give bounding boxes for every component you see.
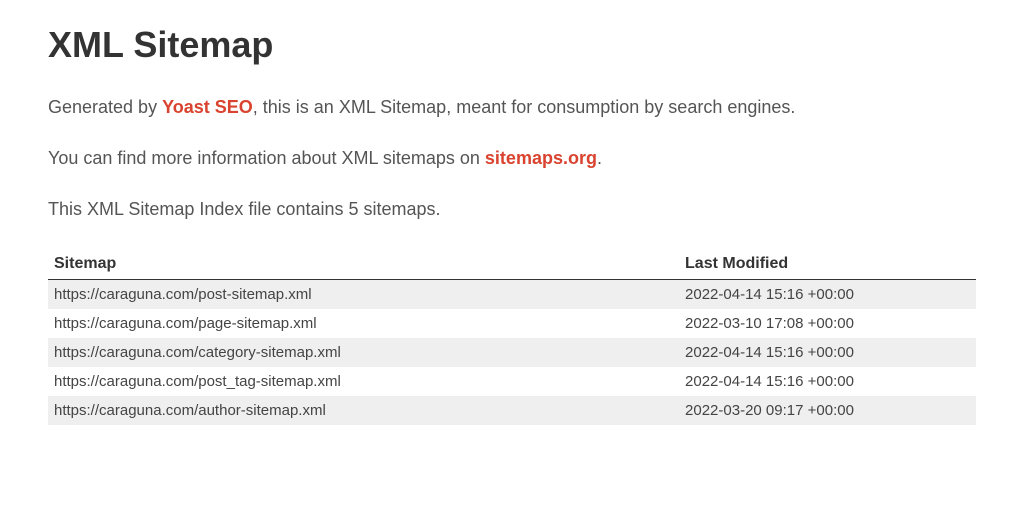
table-row: https://caraguna.com/author-sitemap.xml2… bbox=[48, 396, 976, 425]
last-modified: 2022-04-14 15:16 +00:00 bbox=[679, 338, 976, 367]
page-title: XML Sitemap bbox=[48, 24, 976, 66]
intro2-prefix: You can find more information about XML … bbox=[48, 148, 485, 168]
last-modified: 2022-03-20 09:17 +00:00 bbox=[679, 396, 976, 425]
sitemap-url[interactable]: https://caraguna.com/page-sitemap.xml bbox=[48, 309, 679, 338]
intro-paragraph-1: Generated by Yoast SEO, this is an XML S… bbox=[48, 94, 976, 121]
sitemap-table: Sitemap Last Modified https://caraguna.c… bbox=[48, 247, 976, 425]
table-row: https://caraguna.com/post-sitemap.xml202… bbox=[48, 280, 976, 310]
sitemap-url[interactable]: https://caraguna.com/author-sitemap.xml bbox=[48, 396, 679, 425]
sitemap-url[interactable]: https://caraguna.com/post_tag-sitemap.xm… bbox=[48, 367, 679, 396]
table-header-row: Sitemap Last Modified bbox=[48, 247, 976, 280]
last-modified: 2022-04-14 15:16 +00:00 bbox=[679, 367, 976, 396]
sitemap-url[interactable]: https://caraguna.com/category-sitemap.xm… bbox=[48, 338, 679, 367]
sitemap-url[interactable]: https://caraguna.com/post-sitemap.xml bbox=[48, 280, 679, 310]
table-row: https://caraguna.com/page-sitemap.xml202… bbox=[48, 309, 976, 338]
sitemaps-org-link[interactable]: sitemaps.org bbox=[485, 148, 597, 168]
intro2-suffix: . bbox=[597, 148, 602, 168]
table-row: https://caraguna.com/post_tag-sitemap.xm… bbox=[48, 367, 976, 396]
intro1-suffix: , this is an XML Sitemap, meant for cons… bbox=[253, 97, 796, 117]
column-header-last-modified: Last Modified bbox=[679, 247, 976, 280]
last-modified: 2022-03-10 17:08 +00:00 bbox=[679, 309, 976, 338]
yoast-seo-link[interactable]: Yoast SEO bbox=[162, 97, 253, 117]
intro-paragraph-2: You can find more information about XML … bbox=[48, 145, 976, 172]
intro-paragraph-3: This XML Sitemap Index file contains 5 s… bbox=[48, 196, 976, 223]
last-modified: 2022-04-14 15:16 +00:00 bbox=[679, 280, 976, 310]
table-row: https://caraguna.com/category-sitemap.xm… bbox=[48, 338, 976, 367]
intro1-prefix: Generated by bbox=[48, 97, 162, 117]
column-header-sitemap: Sitemap bbox=[48, 247, 679, 280]
